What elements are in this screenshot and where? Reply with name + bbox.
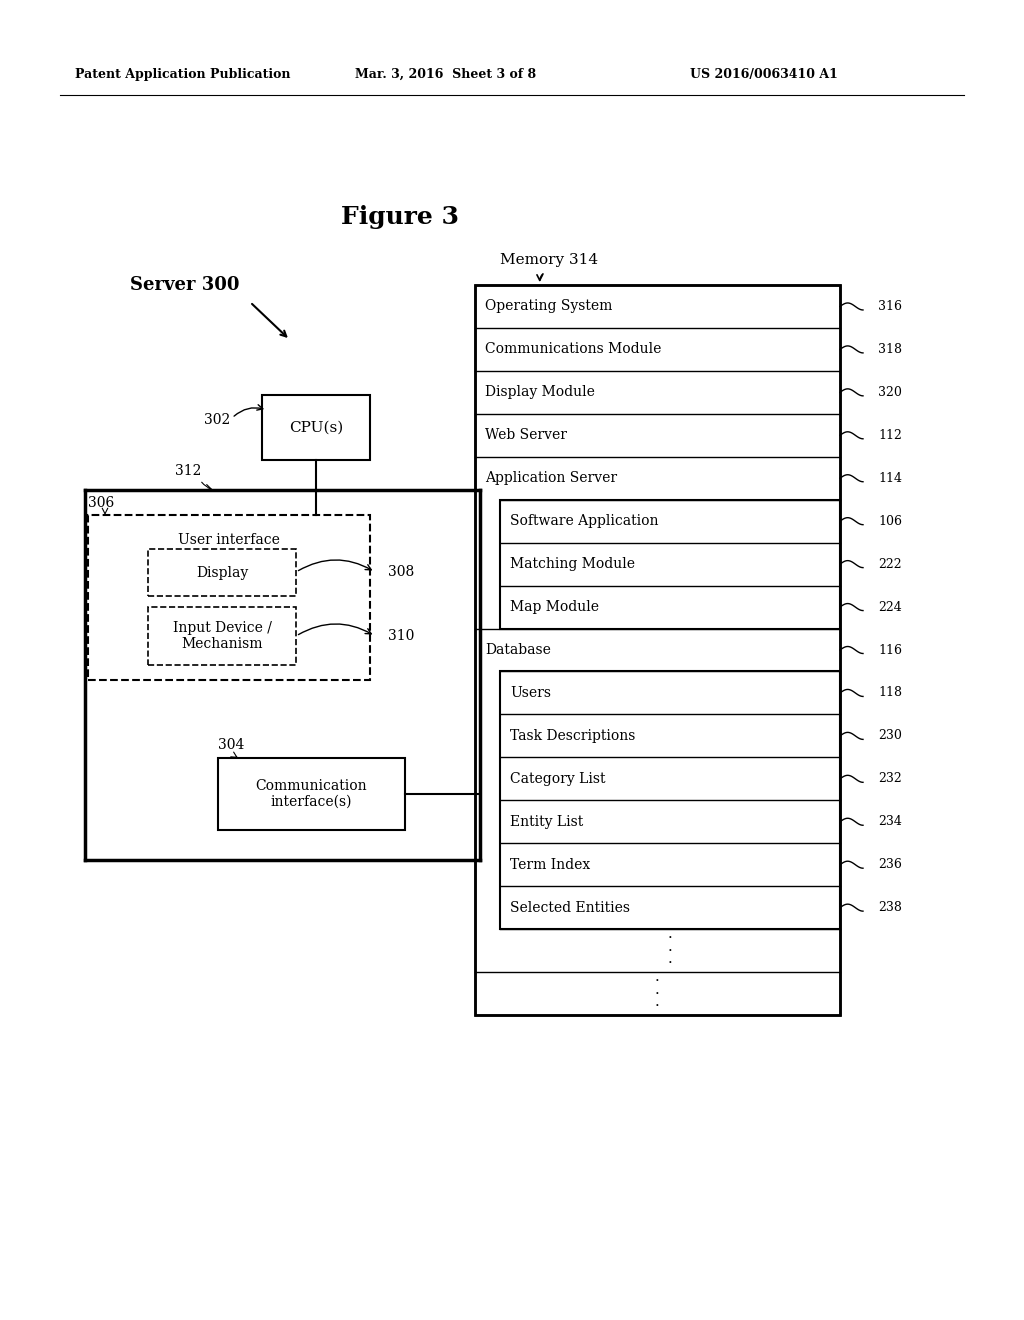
Text: Category List: Category List <box>510 772 605 785</box>
Text: 224: 224 <box>878 601 902 614</box>
Text: Task Descriptions: Task Descriptions <box>510 729 635 743</box>
Text: 106: 106 <box>878 515 902 528</box>
Text: Communication
interface(s): Communication interface(s) <box>256 779 368 809</box>
Bar <box>475 285 840 1015</box>
Text: 318: 318 <box>878 343 902 356</box>
Text: 232: 232 <box>878 772 902 785</box>
Text: 118: 118 <box>878 686 902 700</box>
Bar <box>262 395 370 459</box>
Bar <box>218 758 406 830</box>
Bar <box>148 549 296 597</box>
Text: 234: 234 <box>878 816 902 828</box>
Text: ·
·
·: · · · <box>668 931 673 970</box>
Text: Matching Module: Matching Module <box>510 557 635 572</box>
Text: 302: 302 <box>204 413 230 426</box>
Text: 230: 230 <box>878 730 902 742</box>
Text: 222: 222 <box>878 557 901 570</box>
Text: 238: 238 <box>878 902 902 915</box>
Text: Application Server: Application Server <box>485 471 617 486</box>
Bar <box>500 672 840 929</box>
Text: Display Module: Display Module <box>485 385 595 400</box>
Text: 304: 304 <box>218 738 245 752</box>
Text: Communications Module: Communications Module <box>485 342 662 356</box>
Text: 236: 236 <box>878 858 902 871</box>
Text: Term Index: Term Index <box>510 858 590 871</box>
Text: Users: Users <box>510 686 551 700</box>
Text: Input Device /
Mechanism: Input Device / Mechanism <box>173 620 271 651</box>
Text: 312: 312 <box>175 465 202 478</box>
Text: 316: 316 <box>878 300 902 313</box>
Text: Entity List: Entity List <box>510 814 584 829</box>
Text: Memory 314: Memory 314 <box>500 253 598 267</box>
Text: Figure 3: Figure 3 <box>341 205 459 228</box>
Bar <box>148 607 296 665</box>
Text: Database: Database <box>485 643 551 657</box>
Text: Map Module: Map Module <box>510 601 599 614</box>
Text: 306: 306 <box>88 496 115 510</box>
Text: ·
·
·: · · · <box>655 974 659 1014</box>
Text: Display: Display <box>196 565 248 579</box>
Text: Mar. 3, 2016  Sheet 3 of 8: Mar. 3, 2016 Sheet 3 of 8 <box>355 69 537 81</box>
Bar <box>500 500 840 628</box>
Bar <box>475 285 840 1015</box>
Text: 320: 320 <box>878 385 902 399</box>
Text: 114: 114 <box>878 471 902 484</box>
Text: Operating System: Operating System <box>485 300 612 313</box>
Text: Patent Application Publication: Patent Application Publication <box>75 69 291 81</box>
Text: Web Server: Web Server <box>485 428 567 442</box>
Text: Server 300: Server 300 <box>130 276 240 294</box>
Bar <box>88 515 370 680</box>
Text: Selected Entities: Selected Entities <box>510 900 630 915</box>
Text: US 2016/0063410 A1: US 2016/0063410 A1 <box>690 69 838 81</box>
Text: 112: 112 <box>878 429 902 442</box>
Text: 308: 308 <box>388 565 415 579</box>
Text: User interface: User interface <box>178 533 280 546</box>
Text: CPU(s): CPU(s) <box>289 421 343 434</box>
Text: 310: 310 <box>388 630 415 643</box>
Text: Software Application: Software Application <box>510 515 658 528</box>
Text: 116: 116 <box>878 644 902 656</box>
